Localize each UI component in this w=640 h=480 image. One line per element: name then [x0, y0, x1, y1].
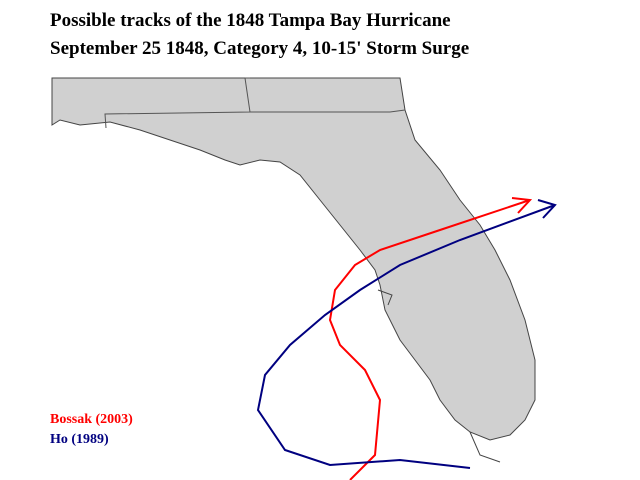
land — [51, 77, 536, 441]
coast-detail — [377, 289, 501, 463]
legend-label: Bossak (2003) — [50, 412, 133, 427]
track — [328, 199, 531, 480]
title-line: September 25 1848, Category 4, 10-15' St… — [50, 38, 469, 59]
title-line: Possible tracks of the 1848 Tampa Bay Hu… — [50, 10, 451, 31]
legend-label: Ho (1989) — [50, 432, 109, 447]
state-border — [104, 77, 406, 129]
track — [256, 204, 556, 469]
track-arrow — [537, 199, 557, 219]
track-arrow — [511, 197, 533, 214]
